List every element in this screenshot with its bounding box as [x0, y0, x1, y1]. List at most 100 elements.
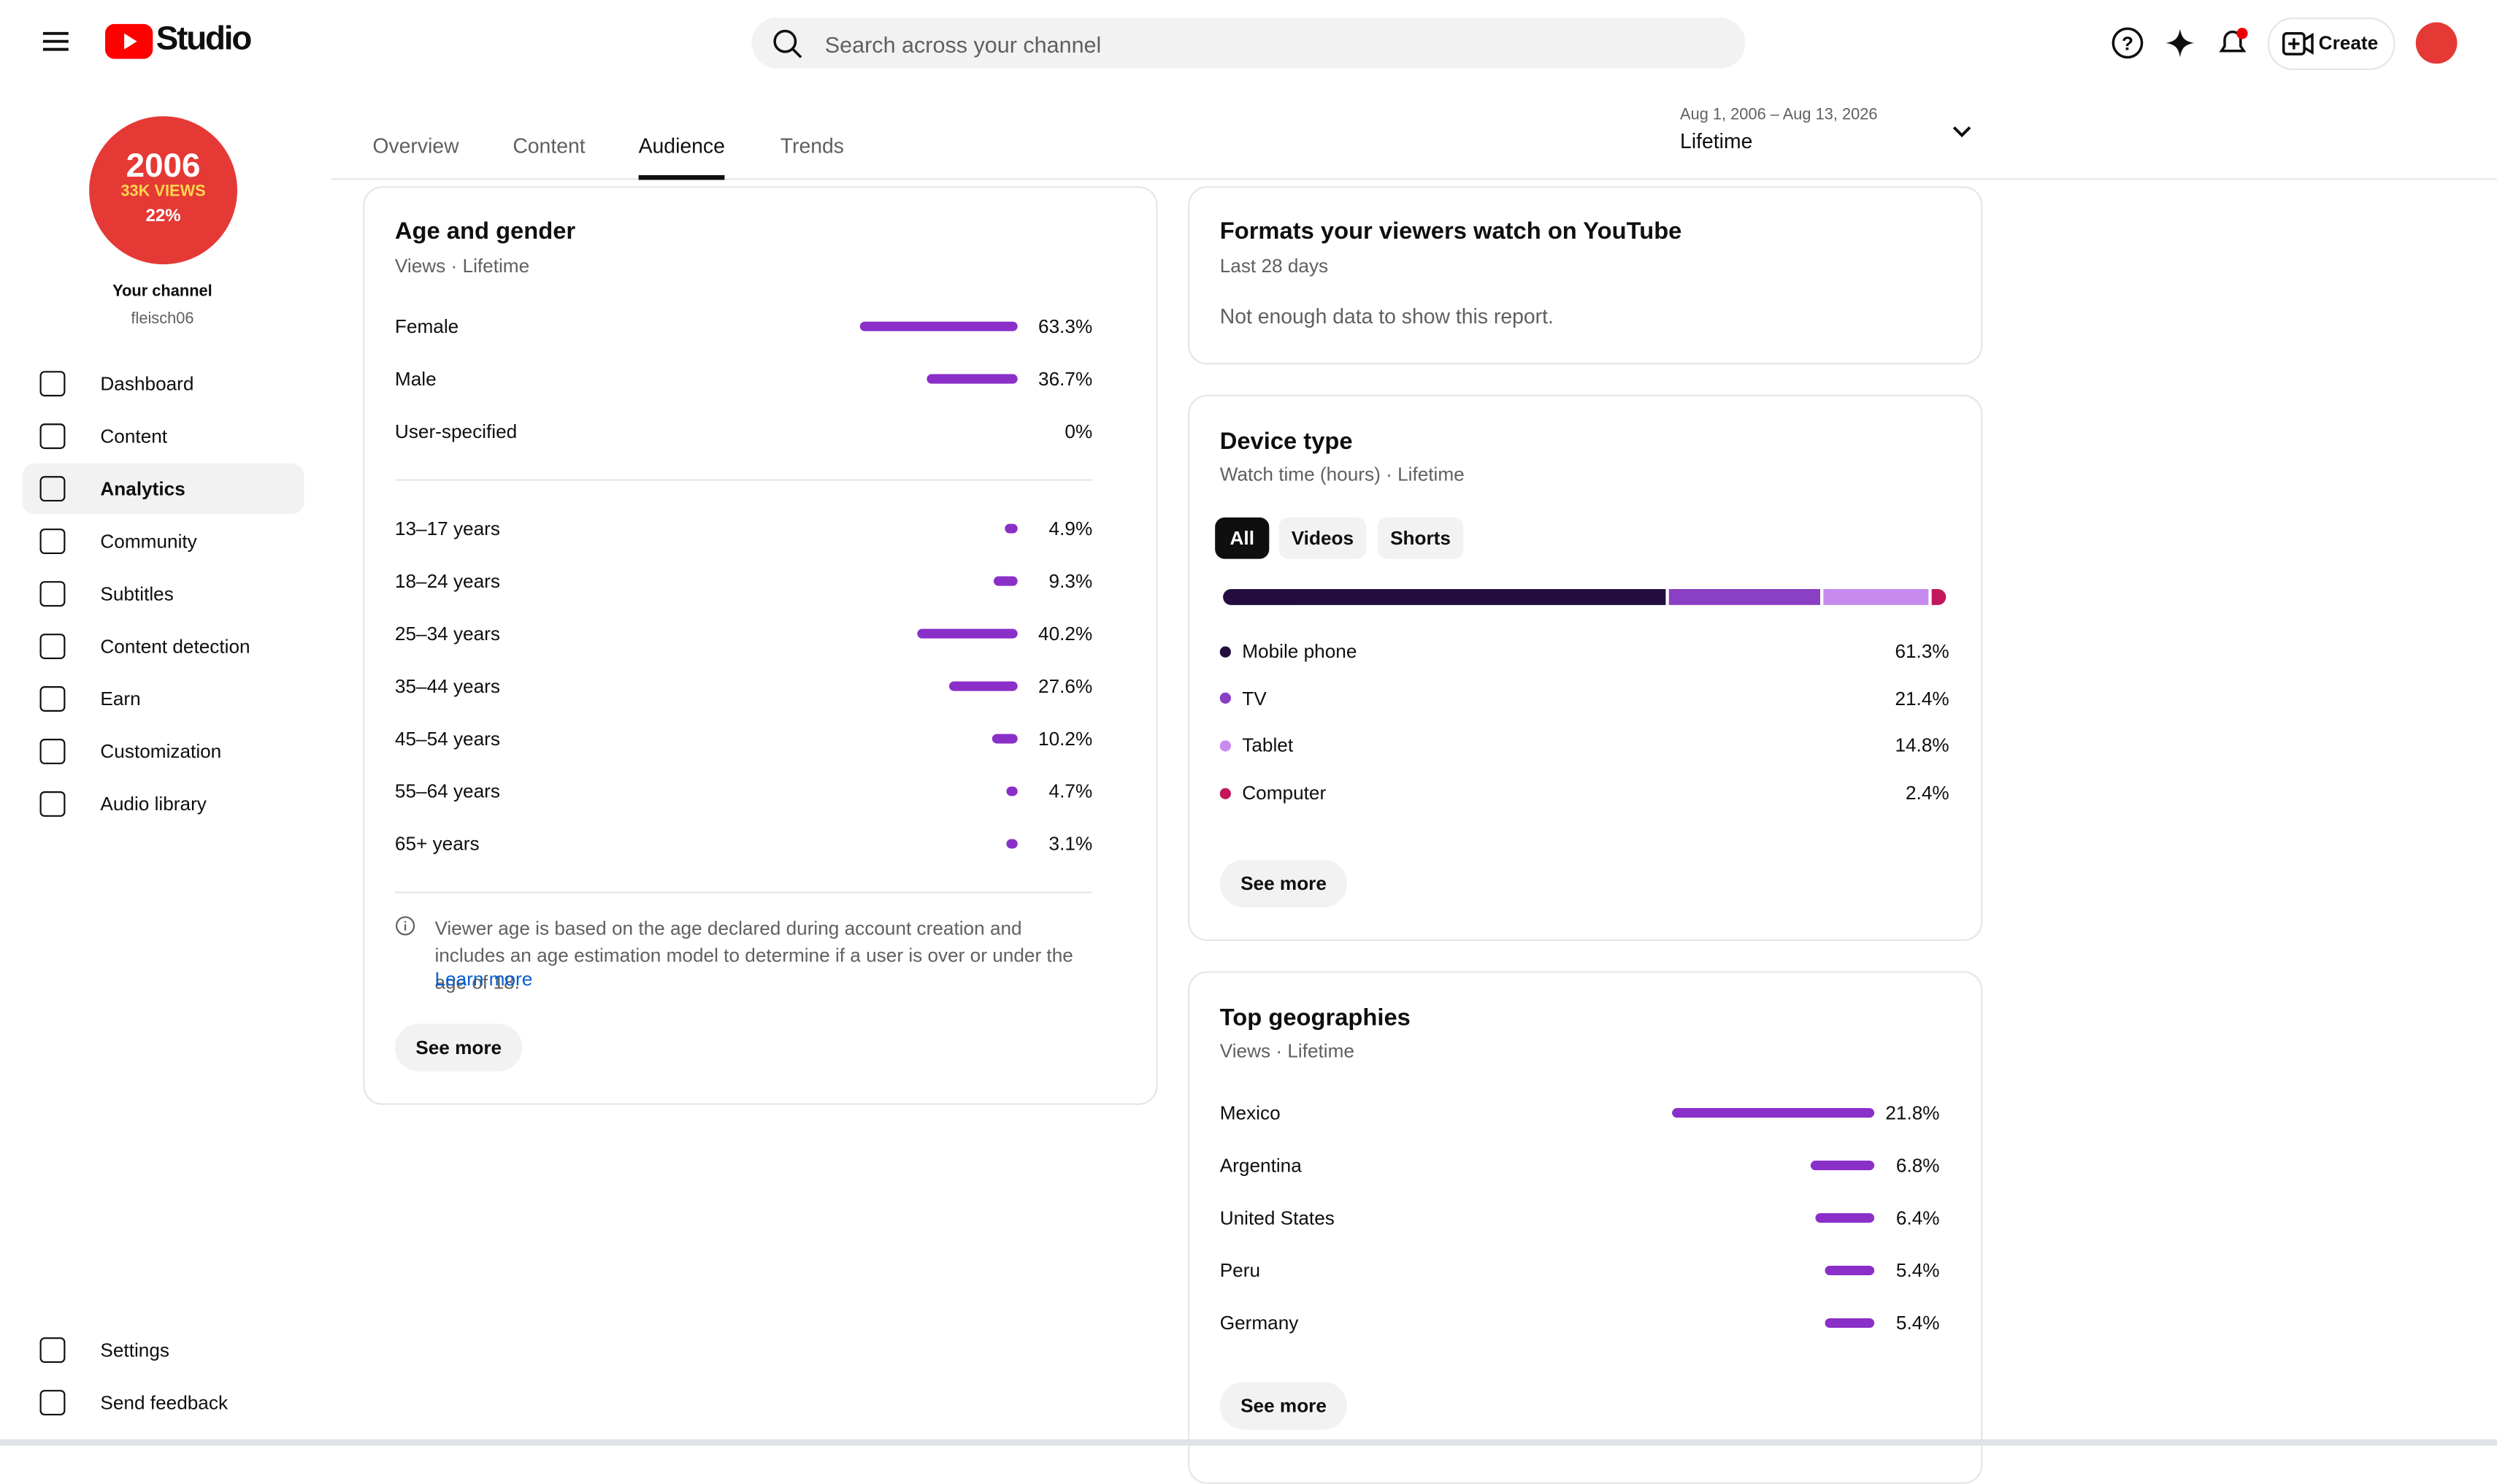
filter-chip[interactable]: Videos — [1278, 517, 1367, 559]
value-label: 63.3% — [1038, 315, 1093, 338]
date-range[interactable]: Aug 1, 2006 – Aug 13, 2026 — [1680, 107, 1878, 125]
date-label[interactable]: Lifetime — [1680, 128, 1753, 153]
legend-dot — [1219, 739, 1231, 752]
create-button[interactable]: Create — [2267, 17, 2396, 70]
filter-chip[interactable]: Shorts — [1377, 517, 1464, 559]
nav-item[interactable]: Content detection — [100, 635, 250, 658]
tab[interactable]: Trends — [780, 134, 844, 158]
bar — [1824, 1265, 1875, 1276]
see-more-button[interactable]: See more — [394, 1023, 523, 1072]
nav-item[interactable]: Audio library — [100, 793, 207, 815]
row-label: 45–54 years — [394, 727, 500, 750]
learn-more-link[interactable]: Learn more — [434, 968, 533, 991]
value-label: 5.4% — [1895, 1259, 1940, 1282]
nav-icon — [39, 476, 66, 502]
tab[interactable]: Content — [513, 134, 586, 158]
spark-icon[interactable] — [2164, 27, 2196, 64]
row-label: 35–44 years — [394, 674, 500, 698]
bottom-edge — [0, 1439, 2497, 1446]
bar — [926, 374, 1018, 384]
nav-item[interactable]: Community — [100, 530, 197, 553]
legend-dot — [1219, 645, 1231, 657]
help-icon[interactable]: ? — [2111, 27, 2144, 64]
logo-text[interactable]: Studio — [156, 20, 253, 58]
nav-icon — [39, 581, 66, 607]
row-label: 65+ years — [394, 832, 480, 856]
bar — [1814, 1212, 1875, 1223]
row-label: Argentina — [1219, 1154, 1302, 1177]
stacked-segment — [1931, 589, 1946, 605]
card-subtitle: Views · Lifetime — [1219, 1039, 1354, 1062]
logo-icon[interactable] — [104, 23, 153, 64]
formats-card — [1188, 186, 1983, 365]
value-label: 10.2% — [1038, 727, 1093, 750]
nav-item[interactable]: Customization — [100, 740, 222, 763]
bar — [1005, 523, 1018, 534]
value-label: 2.4% — [1905, 782, 1949, 804]
row-label: Peru — [1219, 1259, 1261, 1282]
legend-label: Computer — [1242, 782, 1327, 804]
bar — [859, 321, 1018, 331]
nav-item[interactable]: Analytics — [100, 477, 185, 500]
stacked-segment — [1824, 589, 1929, 605]
card-title: Device type — [1219, 428, 1353, 455]
bar — [1671, 1108, 1875, 1118]
nav-icon — [39, 528, 66, 555]
divider — [394, 891, 1093, 893]
value-label: 0% — [1065, 420, 1093, 443]
nav-item[interactable]: Send feedback — [100, 1391, 229, 1414]
value-label: 14.8% — [1895, 734, 1949, 757]
nav-icon — [39, 791, 66, 817]
nav-item[interactable]: Earn — [100, 688, 141, 710]
avatar-text: 22% — [145, 207, 181, 226]
value-label: 40.2% — [1038, 622, 1093, 645]
bar — [948, 681, 1018, 691]
info-icon — [395, 915, 415, 941]
bell-icon[interactable] — [2215, 26, 2250, 66]
tab[interactable]: Audience — [638, 134, 725, 158]
card-subtitle: Views · Lifetime — [394, 254, 530, 277]
bar — [991, 734, 1018, 744]
empty-message: Not enough data to show this report. — [1219, 304, 1554, 328]
nav-item[interactable]: Content — [100, 425, 168, 447]
account-avatar[interactable] — [2415, 22, 2458, 64]
row-label: 18–24 years — [394, 569, 500, 593]
row-label: Germany — [1219, 1312, 1299, 1334]
nav-icon — [39, 1390, 66, 1415]
nav-active-bg — [22, 463, 304, 515]
tab[interactable]: Overview — [372, 134, 459, 158]
bar — [1811, 1161, 1875, 1171]
channel-avatar[interactable]: 2006 33K VIEWS 22% — [89, 116, 237, 265]
search-box[interactable]: Search across your channel — [751, 17, 1746, 69]
nav-item[interactable]: Settings — [100, 1339, 169, 1361]
nav-item[interactable]: Dashboard — [100, 372, 194, 395]
channel-handle: fleisch06 — [131, 310, 194, 328]
card-title: Age and gender — [394, 218, 576, 245]
channel-title: Your channel — [112, 283, 212, 301]
value-label: 21.4% — [1895, 687, 1949, 710]
bar — [917, 628, 1018, 639]
row-label: Male — [394, 367, 437, 391]
stacked-segment — [1223, 589, 1665, 605]
nav-icon — [39, 423, 66, 450]
bar — [1006, 839, 1018, 849]
nav-item[interactable]: Subtitles — [100, 583, 174, 605]
menu-icon[interactable] — [42, 28, 70, 58]
bar — [994, 576, 1018, 586]
divider — [394, 479, 1093, 481]
search-placeholder: Search across your channel — [824, 31, 1102, 58]
age-note: Viewer age is based on the age declared … — [434, 917, 1073, 994]
card-subtitle: Last 28 days — [1219, 254, 1329, 277]
age-gender-card — [363, 186, 1158, 1105]
divider — [331, 178, 2497, 180]
value-label: 4.9% — [1048, 517, 1093, 540]
value-label: 9.3% — [1048, 569, 1093, 593]
see-more-button[interactable]: See more — [1219, 1382, 1348, 1430]
value-label: 61.3% — [1895, 639, 1949, 663]
nav-icon — [39, 686, 66, 712]
create-label: Create — [2318, 31, 2379, 55]
see-more-button[interactable]: See more — [1219, 859, 1348, 908]
card-title: Formats your viewers watch on YouTube — [1219, 218, 1682, 245]
filter-chip[interactable]: All — [1215, 517, 1270, 559]
dropdown-icon[interactable] — [1951, 123, 1974, 145]
